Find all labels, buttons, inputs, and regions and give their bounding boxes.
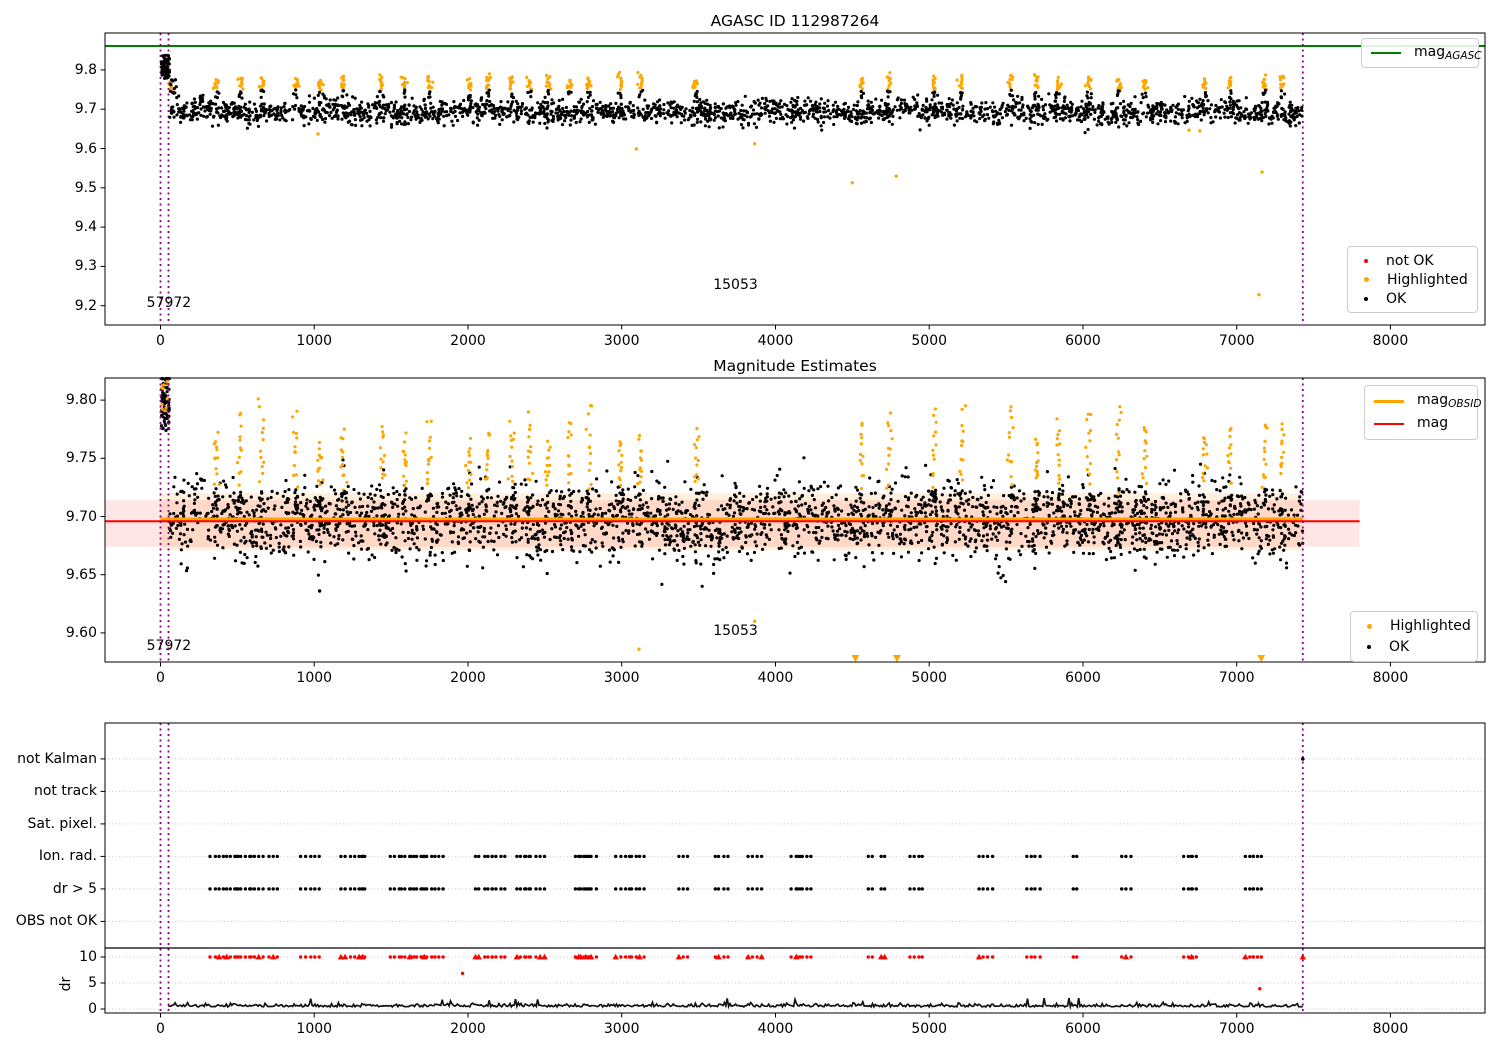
- y-tick-label: 9.4: [74, 219, 97, 236]
- legend-label-highlighted: Highlighted: [1387, 271, 1468, 288]
- x-tick-label: 6000: [1065, 333, 1101, 349]
- x-tick-label: 5000: [911, 1021, 948, 1037]
- obsid-annotation: 57972: [146, 637, 192, 654]
- obsid-annotation: 15053: [713, 622, 758, 639]
- ok-marker: [1364, 296, 1368, 301]
- middle-plot-title: Magnitude Estimates: [713, 357, 877, 375]
- y-tick-label: 9.70: [65, 508, 97, 525]
- x-tick-label: 1000: [296, 670, 333, 686]
- x-tick-label: 7000: [1218, 333, 1255, 349]
- x-tick-label: 3000: [603, 333, 640, 349]
- dr-tick-label: 5: [88, 974, 97, 991]
- not-ok-marker: [1364, 258, 1368, 263]
- y-tick-label: 9.3: [74, 258, 97, 275]
- middle-plot-layer: [100, 377, 1486, 667]
- top-plot-title: AGASC ID 112987264: [710, 12, 880, 30]
- legend-row-mag-agasc: magAGASC: [1371, 44, 1482, 62]
- x-tick-label: 3000: [603, 1021, 640, 1037]
- y-tick-label: 9.7: [74, 101, 97, 118]
- legend-row-mag: mag: [1374, 415, 1468, 433]
- flag-category-label: Ion. rad.: [38, 848, 97, 865]
- flag-category-label: OBS not OK: [15, 913, 97, 930]
- legend-label-ok: OK: [1386, 290, 1407, 307]
- legend-mag-agasc: magAGASC: [1361, 38, 1482, 68]
- legend-row-ok: OK: [1357, 291, 1468, 307]
- x-tick-label: 6000: [1065, 1021, 1101, 1037]
- x-tick-label: 5000: [911, 333, 948, 349]
- ok-marker: [1367, 644, 1371, 649]
- x-tick-label: 4000: [757, 333, 794, 349]
- legend-label-mag-agasc: magAGASC: [1414, 44, 1482, 62]
- legend-top-markers: not OK Highlighted OK: [1347, 246, 1478, 313]
- obsid-annotation: 57972: [146, 295, 192, 312]
- dr-axis-label: dr: [58, 976, 74, 992]
- x-tick-label: 8000: [1372, 1021, 1409, 1037]
- x-tick-label: 6000: [1065, 670, 1101, 686]
- x-tick-label: 8000: [1372, 333, 1409, 349]
- legend-row-ok-2: OK: [1360, 639, 1468, 655]
- y-tick-label: 9.80: [65, 392, 97, 409]
- y-tick-label: 9.2: [74, 297, 97, 314]
- y-tick-label: 9.6: [74, 140, 97, 157]
- legend-middle-markers: Highlighted OK: [1350, 611, 1478, 662]
- legend-label-mag-obsid: magOBSID: [1417, 392, 1482, 411]
- obsid-annotation: 15053: [713, 277, 758, 294]
- legend-row-not-ok: not OK: [1357, 253, 1468, 269]
- x-tick-label: 4000: [757, 670, 794, 686]
- flag-category-label: Sat. pixel.: [27, 815, 97, 832]
- x-tick-label: 7000: [1218, 670, 1255, 686]
- y-tick-label: 9.75: [65, 450, 97, 467]
- y-tick-label: 9.65: [65, 566, 97, 583]
- flag-category-label: not track: [33, 783, 97, 800]
- highlighted-marker: [1367, 623, 1372, 629]
- legend-label-highlighted-2: Highlighted: [1390, 618, 1471, 635]
- top-plot-layer: [100, 32, 1486, 330]
- bottom-plot-layer: [100, 722, 1486, 1018]
- x-tick-label: 2000: [450, 670, 486, 686]
- x-tick-label: 1000: [296, 1021, 333, 1037]
- red-line-sample: [1374, 422, 1404, 425]
- x-tick-label: 4000: [757, 1021, 794, 1037]
- x-tick-label: 7000: [1218, 1021, 1255, 1037]
- legend-row-highlighted-2: Highlighted: [1360, 618, 1471, 635]
- highlighted-marker: [1364, 277, 1369, 282]
- y-tick-label: 9.60: [65, 624, 97, 641]
- x-tick-label: 2000: [450, 1021, 486, 1037]
- x-tick-label: 3000: [603, 670, 640, 686]
- x-tick-label: 1000: [296, 333, 333, 349]
- legend-label-not-ok: not OK: [1386, 252, 1434, 269]
- legend-row-mag-obsid: magOBSID: [1374, 392, 1481, 410]
- x-tick-label: 5000: [911, 670, 948, 686]
- legend-row-highlighted: Highlighted: [1357, 272, 1468, 288]
- legend-label-ok-2: OK: [1389, 638, 1410, 655]
- y-tick-label: 9.8: [74, 61, 97, 78]
- x-tick-label: 2000: [450, 333, 486, 349]
- x-tick-label: 8000: [1372, 670, 1409, 686]
- green-line-sample: [1371, 52, 1401, 54]
- flag-category-label: dr > 5: [52, 880, 97, 897]
- y-tick-label: 9.5: [74, 179, 97, 196]
- x-tick-label: 0: [156, 670, 165, 686]
- x-tick-label: 0: [156, 333, 165, 349]
- flag-category-label: not Kalman: [17, 750, 97, 767]
- legend-mag-obsid: magOBSID mag: [1364, 385, 1481, 440]
- legend-label-mag: mag: [1417, 414, 1449, 431]
- x-tick-label: 0: [156, 1021, 165, 1037]
- orange-line-sample: [1374, 399, 1404, 403]
- dr-tick-label: 10: [79, 948, 97, 965]
- dr-tick-label: 0: [88, 1000, 97, 1017]
